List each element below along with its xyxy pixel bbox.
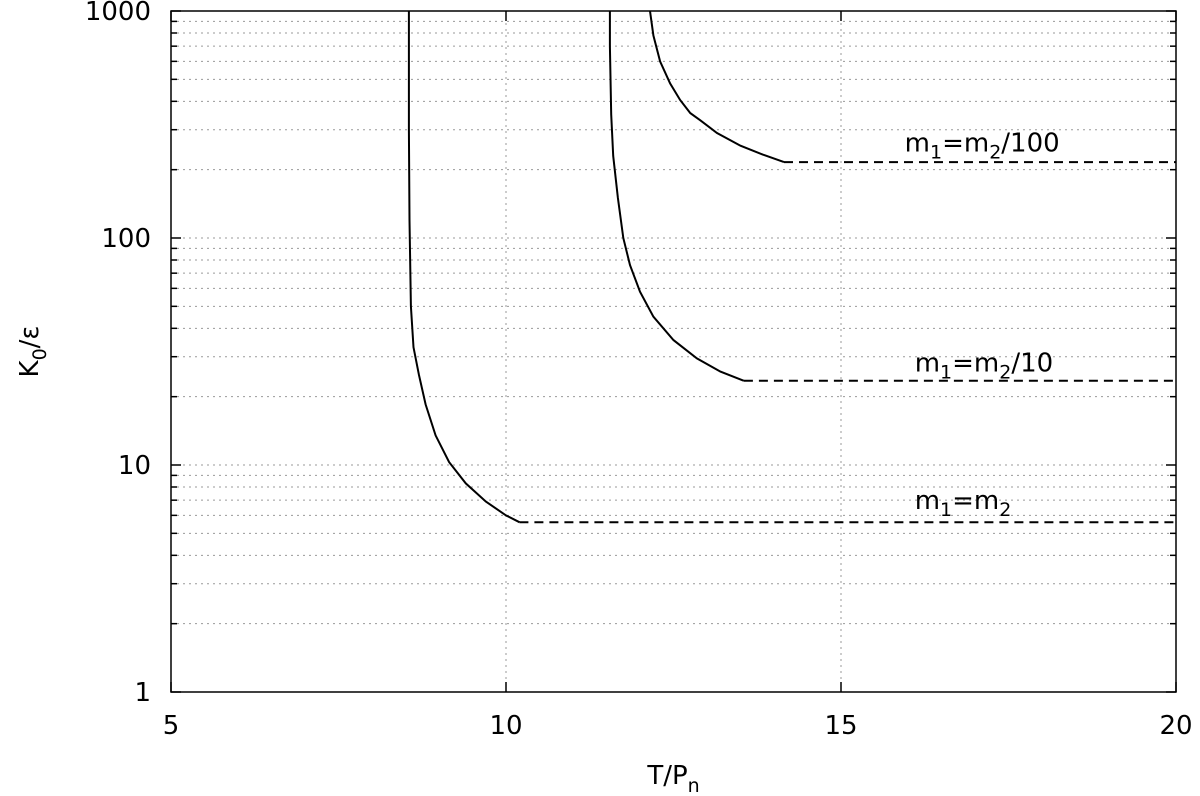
series-1-curve [407,11,520,524]
x-axis-label-subscript: n [688,775,700,796]
y-tick-label: 10 [118,451,151,481]
series-lines [407,10,1176,524]
series-2-label: m1=m2/10 [915,349,1053,384]
series-2-curve [608,11,745,382]
series-label-text: m [915,349,940,379]
x-tick-label: 15 [824,711,857,741]
series-label-subscript: 1 [940,499,952,521]
series-label-text: =m [952,486,999,516]
y-tick-label: 1000 [85,0,151,27]
series-label-text: m [915,486,940,516]
x-tick-label: 20 [1159,711,1192,741]
y-axis-label-subscript: 0 [29,348,51,360]
y-axis-label: K0/ε [15,326,51,378]
series-label-text: m [905,129,930,159]
series-label-subscript: 2 [999,362,1011,384]
series-label-text: /10 [1011,349,1053,379]
x-tick-label: 10 [489,711,522,741]
axis-ticks: 5 10 15 20 1 10 100 1000 [85,0,1193,741]
series-label-subscript: 2 [999,499,1011,521]
series-label-subscript: 1 [930,142,942,164]
y-tick-label: 100 [101,224,151,254]
series-label-subscript: 1 [940,362,952,384]
series-3-curve [649,10,785,164]
series-1-label: m1=m2 [915,486,1012,521]
x-axis-label-main: T/P [646,761,687,791]
y-axis-label-main: K [15,359,45,377]
y-tick-label: 1 [134,678,151,708]
series-label-text: /100 [1001,129,1059,159]
series-label-subscript: 2 [989,142,1001,164]
x-tick-label: 5 [163,711,180,741]
y-axis-label-rest: /ε [15,326,45,349]
plot-frame [170,10,1177,693]
series-label-text: =m [952,349,999,379]
x-axis-label: T/Pn [646,761,699,796]
series-3-label: m1=m2/100 [905,129,1060,164]
series-label-text: =m [942,129,989,159]
